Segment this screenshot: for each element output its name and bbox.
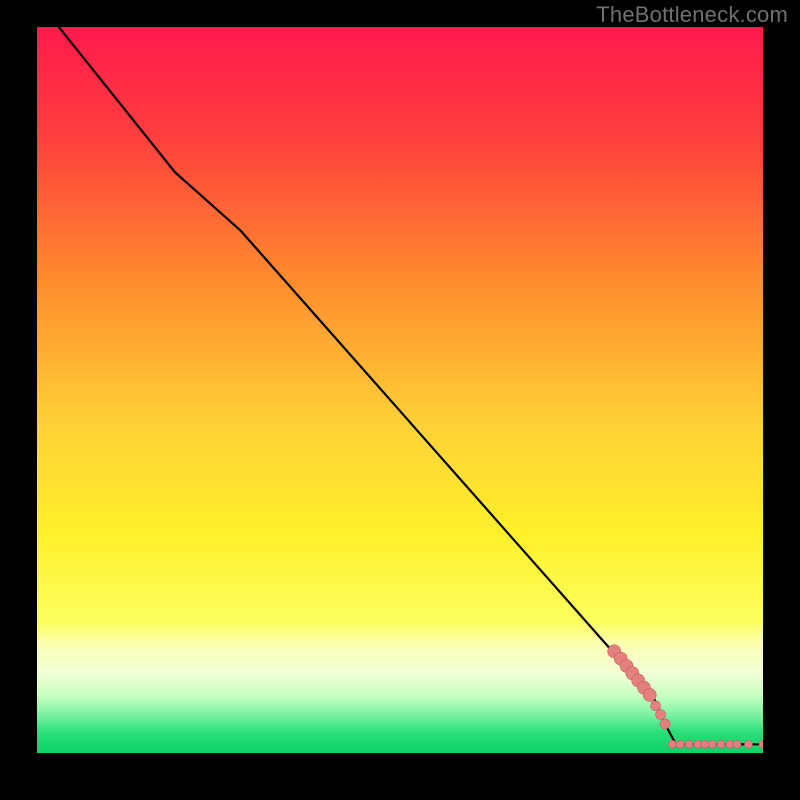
data-marker [726, 740, 734, 748]
data-marker [694, 740, 702, 748]
data-marker [660, 719, 670, 729]
data-marker [668, 740, 676, 748]
data-marker [656, 710, 666, 720]
watermark-text: TheBottleneck.com [596, 2, 788, 28]
data-marker [717, 740, 725, 748]
data-marker [643, 688, 656, 701]
data-marker [685, 740, 693, 748]
chart-svg [37, 27, 763, 753]
data-marker [701, 740, 709, 748]
plot-area [37, 27, 763, 753]
data-marker [744, 740, 752, 748]
data-marker [733, 740, 741, 748]
data-marker [651, 701, 661, 711]
stage: TheBottleneck.com [0, 0, 800, 800]
data-marker [708, 740, 716, 748]
data-marker [676, 740, 684, 748]
